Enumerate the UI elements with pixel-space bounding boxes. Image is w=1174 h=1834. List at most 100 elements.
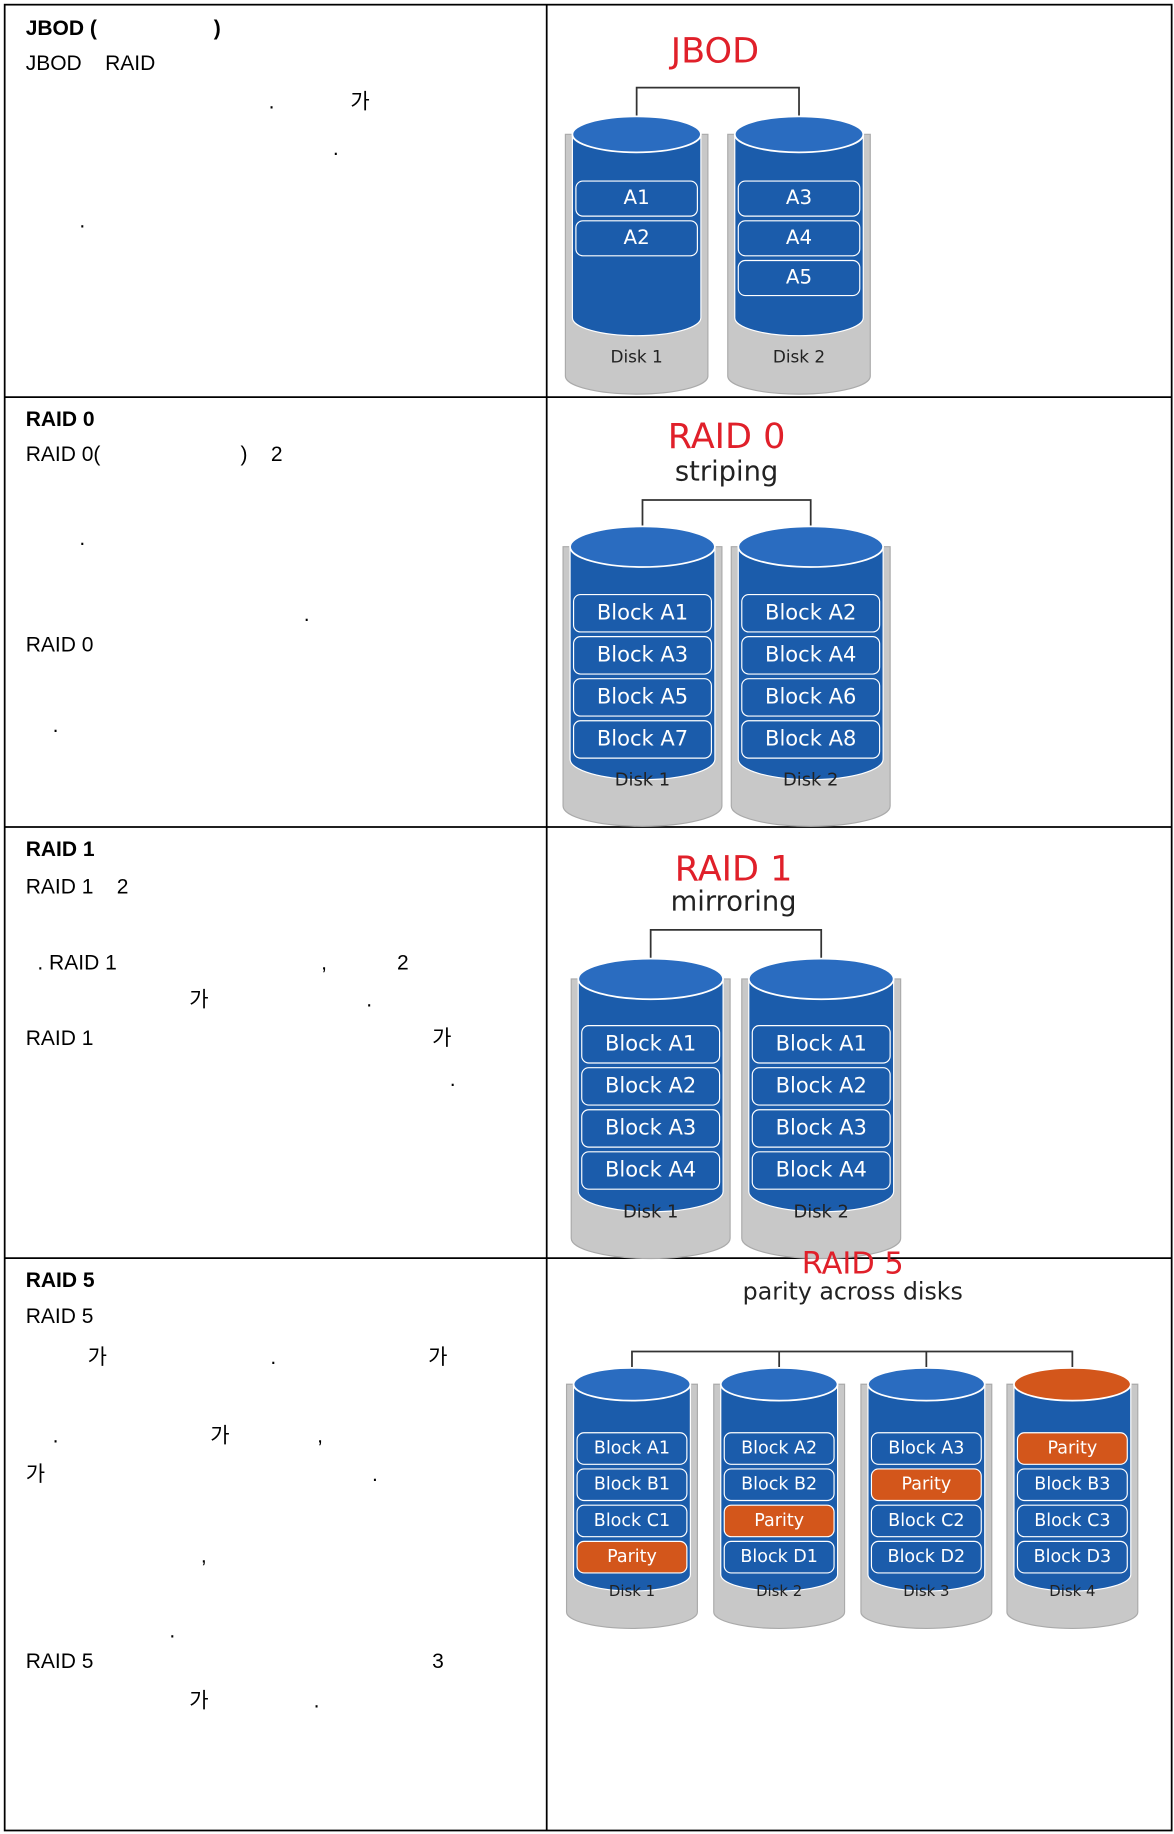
block-label: Block A3	[776, 1114, 867, 1139]
cell-text: RAID 0( ) 2	[26, 443, 283, 466]
disk-label: Disk 2	[756, 1582, 802, 1600]
disk-label: Disk 4	[1049, 1582, 1095, 1600]
disk-label: Disk 2	[783, 769, 838, 790]
block	[576, 1540, 688, 1574]
block-label: Parity	[754, 1511, 804, 1531]
disk: A1 A2 Disk 1	[564, 115, 709, 395]
block-label: Block D3	[1034, 1547, 1112, 1567]
block-label: A4	[786, 226, 812, 249]
disk-label: Disk 2	[773, 346, 825, 366]
disk-top	[719, 1367, 839, 1402]
disk: Block A1 Block A3 Block A5 Block A7 Disk 1	[562, 525, 723, 827]
block-label: Block A7	[597, 725, 688, 750]
block	[581, 1109, 721, 1148]
disk-label: Disk 1	[623, 1202, 678, 1223]
block	[741, 594, 881, 633]
disk: A3 A4 A5 Disk 2	[727, 115, 871, 395]
block-label: Block A4	[605, 1156, 696, 1181]
block-label: Block D2	[888, 1547, 966, 1567]
cell-text: 가 . 가	[88, 1346, 448, 1369]
block	[572, 636, 712, 675]
cell-text: 가 .	[189, 989, 372, 1012]
block-label: Block A1	[597, 599, 688, 624]
cell-text: RAID 1	[26, 838, 95, 861]
diagram-title: JBOD	[669, 31, 759, 72]
disk: Block A1 Block B1 Block C1 Parity Disk 1	[565, 1367, 698, 1629]
cell-text: RAID 5	[26, 1269, 95, 1292]
block	[737, 220, 861, 257]
cell-text: JBOD ( )	[26, 17, 221, 40]
cell-text: 가 .	[189, 1690, 319, 1713]
block	[575, 220, 698, 257]
diagram-subtitle: parity across disks	[743, 1278, 963, 1306]
block-label: Block A1	[776, 1030, 867, 1055]
block-label: A5	[786, 266, 812, 289]
block	[870, 1468, 982, 1502]
diagram-subtitle: mirroring	[671, 886, 797, 917]
block	[572, 594, 712, 633]
disk: Block A2 Block B2 Parity Block D1 Disk 2	[713, 1367, 846, 1629]
block	[581, 1025, 721, 1064]
cell-text: .	[79, 527, 85, 550]
block-label: Block A3	[888, 1439, 964, 1459]
block-label: Block A3	[605, 1114, 696, 1139]
block-label: Block A4	[776, 1156, 867, 1181]
block-label: A1	[624, 186, 650, 209]
disk: Block A1 Block A2 Block A3 Block A4 Disk 1	[570, 957, 731, 1260]
block	[870, 1504, 982, 1538]
disk-label: Disk 3	[903, 1582, 949, 1600]
block	[723, 1468, 835, 1502]
block-label: Parity	[901, 1475, 951, 1495]
block	[1016, 1504, 1128, 1538]
diagram-subtitle: striping	[675, 457, 778, 488]
block	[737, 180, 861, 217]
cell-text: 가 .	[26, 1463, 378, 1486]
block	[576, 1468, 688, 1502]
disk-top	[572, 1367, 692, 1402]
block-label: Block A2	[776, 1072, 867, 1097]
block-label: Block A2	[765, 599, 856, 624]
cell-text: . 가 ,	[53, 1424, 323, 1447]
disk-top	[867, 1367, 986, 1402]
cell-text: .	[450, 1068, 456, 1091]
block-label: Block C3	[1034, 1511, 1110, 1531]
cell-text: .	[53, 714, 59, 737]
cell-text: ,	[201, 1545, 207, 1568]
cell-text: . RAID 1 , 2	[37, 951, 408, 974]
disk-top	[569, 525, 716, 568]
block	[751, 1109, 891, 1148]
disk-label: Disk 1	[615, 769, 670, 790]
cell-text: .	[79, 209, 85, 232]
cell-text: RAID 0	[26, 634, 94, 657]
cell-text: RAID 0	[26, 408, 95, 431]
cell-text: .	[169, 1619, 175, 1642]
block-label: Block C2	[888, 1511, 964, 1531]
block	[581, 1067, 721, 1106]
block	[751, 1067, 891, 1106]
cell-text: RAID 1 2	[26, 875, 129, 898]
cell-text: RAID 5	[26, 1305, 94, 1328]
block	[572, 720, 712, 759]
disk-label: Disk 1	[609, 1582, 655, 1600]
connector	[631, 1350, 1074, 1385]
block-label: Block A2	[605, 1072, 696, 1097]
cell-text: .	[304, 603, 310, 626]
block-label: Block B3	[1034, 1475, 1110, 1495]
block-label: Block B1	[594, 1475, 670, 1495]
disk-top	[1013, 1367, 1132, 1402]
cell-text: JBOD RAID	[26, 52, 156, 75]
cell-text: RAID 5 3	[26, 1650, 444, 1673]
disk: Parity Block B3 Block C3 Block D3 Disk 4	[1006, 1367, 1139, 1629]
block	[572, 678, 712, 717]
cell-text: RAID 1 가	[26, 1027, 452, 1050]
disk-top	[733, 115, 865, 154]
cell-text: . 가	[269, 90, 370, 113]
diagram-title: RAID 5	[802, 1247, 904, 1282]
block	[751, 1025, 891, 1064]
block-label: Block A8	[765, 725, 856, 750]
block	[1016, 1468, 1128, 1502]
block	[723, 1540, 835, 1574]
disk-top	[737, 525, 885, 568]
